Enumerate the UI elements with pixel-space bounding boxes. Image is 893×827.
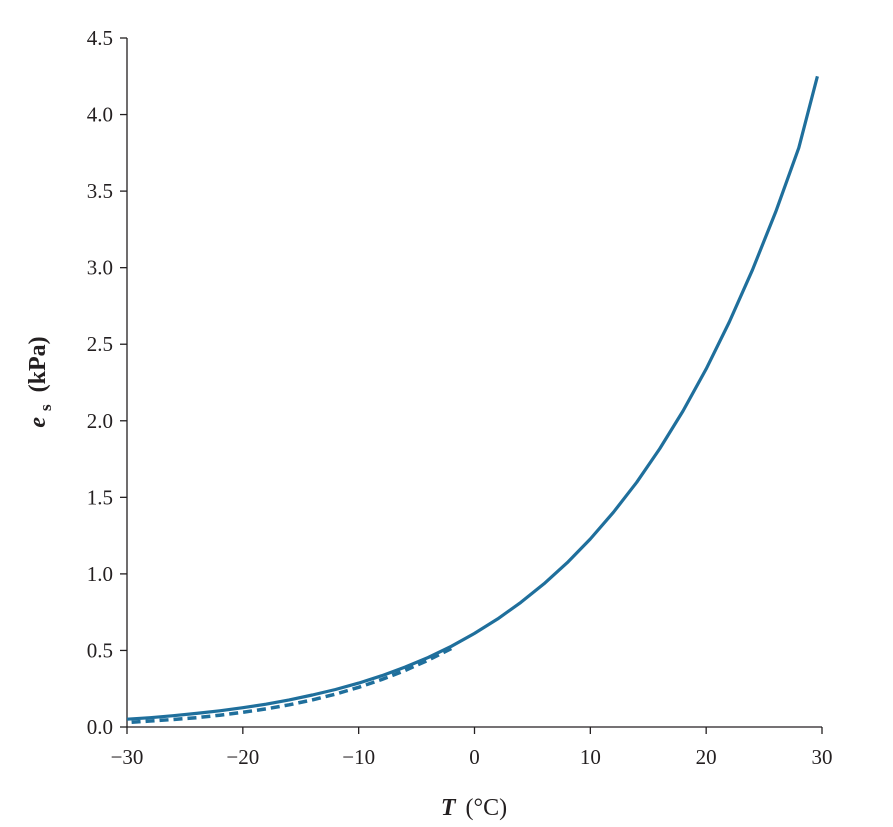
y-tick-label: 4.0 (87, 103, 113, 127)
x-tick-label: 20 (696, 745, 717, 769)
x-tick-label: 10 (580, 745, 601, 769)
y-tick-label: 1.0 (87, 562, 113, 586)
y-axis-subscript: s (36, 404, 55, 411)
y-axis-title: e s (kPa) (25, 336, 57, 427)
y-axis-symbol: e (25, 417, 51, 428)
dashed-series-line (131, 647, 453, 725)
x-tick-label: −30 (111, 745, 144, 769)
series-layer (126, 75, 819, 725)
y-ticks: 0.0 0.5 1.0 1.5 2.0 2.5 3.0 3.5 4.0 4.5 (87, 26, 127, 739)
x-axis-title: T (°C) (441, 795, 507, 821)
x-tick-label: 0 (469, 745, 480, 769)
solid-series-line (126, 75, 819, 721)
y-tick-label: 3.0 (87, 256, 113, 280)
x-axis-symbol: T (441, 795, 457, 821)
x-tick-label: −10 (342, 745, 375, 769)
x-tick-label: −20 (226, 745, 259, 769)
y-tick-label: 0.5 (87, 638, 113, 662)
axes (126, 38, 822, 728)
x-ticks: −30 −20 −10 0 10 20 30 (111, 727, 833, 769)
y-tick-label: 1.5 (87, 485, 113, 509)
y-tick-label: 2.5 (87, 332, 113, 356)
y-axis-unit: (kPa) (25, 336, 51, 392)
y-tick-label: 2.0 (87, 409, 113, 433)
x-axis-unit: (°C) (466, 795, 508, 821)
x-tick-label: 30 (812, 745, 833, 769)
y-tick-label: 3.5 (87, 179, 113, 203)
y-tick-label: 4.5 (87, 26, 113, 50)
y-tick-label: 0.0 (87, 715, 113, 739)
